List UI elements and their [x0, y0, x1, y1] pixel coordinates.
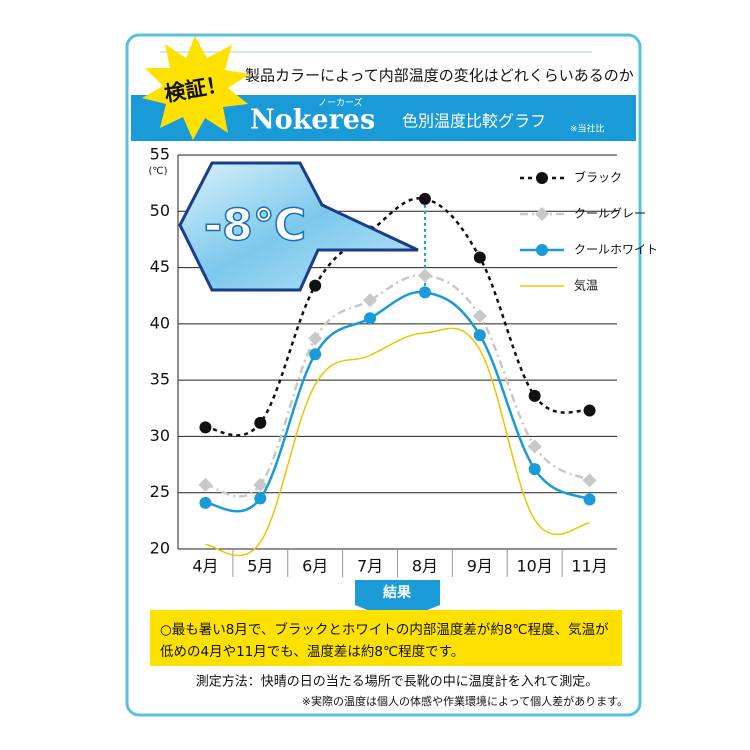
y-axis-label: (℃): [148, 166, 167, 177]
header-title: 製品カラーによって内部温度の変化はどれくらいあるのか: [245, 67, 634, 85]
data-point: [472, 308, 487, 323]
legend-label: クールグレー: [574, 207, 646, 221]
y-tick-label: 35: [150, 370, 170, 389]
x-tick-label: 10月: [517, 557, 553, 576]
data-point: [473, 251, 486, 264]
data-point: [309, 279, 322, 292]
x-tick-label: 6月: [302, 557, 328, 576]
brand: Nokeres: [250, 105, 375, 136]
data-point: [254, 416, 267, 429]
data-point: [417, 268, 432, 283]
data-point: [308, 331, 323, 346]
y-tick-label: 20: [150, 539, 170, 558]
x-tick-label: 5月: [247, 557, 273, 576]
x-tick-label: 9月: [467, 557, 493, 576]
x-tick-label: 8月: [412, 557, 438, 576]
legend-label: クールホワイト: [574, 243, 658, 257]
data-point: [473, 329, 486, 342]
y-tick-label: 50: [150, 201, 170, 220]
footer-method: 測定方法：快晴の日の当たる場所で長靴の中に温度計を入れて測定。: [196, 674, 599, 690]
x-tick-label: 7月: [357, 557, 383, 576]
result-line: 低めの4月や11月でも、温度差は約8℃程度です。: [160, 644, 464, 660]
data-point: [528, 389, 541, 402]
data-point: [582, 473, 597, 488]
legend-marker: [536, 172, 548, 184]
x-tick-label: 4月: [192, 557, 218, 576]
legend-marker: [536, 244, 548, 256]
header-note: ※当社比: [570, 123, 605, 135]
y-tick-label: 40: [150, 313, 170, 332]
data-point: [253, 477, 268, 492]
legend-marker: [535, 207, 549, 221]
x-tick-label: 11月: [571, 557, 607, 576]
data-point: [254, 492, 267, 505]
chart: 20 25 30 35 40 45 50 55 (℃) 4月 5月 6月 7月 8月 9月 10月 11月 ブラッ…: [148, 145, 658, 577]
legend-label: 気温: [574, 278, 598, 293]
data-point: [583, 404, 596, 417]
brand-kana: ノーカーズ: [318, 97, 363, 109]
result-box: [150, 610, 622, 666]
badge-burst: [142, 36, 250, 140]
data-point: [527, 439, 542, 454]
y-tick-label: 45: [150, 257, 170, 276]
data-point: [418, 286, 431, 299]
series-line: [205, 273, 591, 498]
data-point: [199, 496, 212, 509]
data-point: [198, 477, 213, 492]
footer-note: ※実際の温度は個人の体感や作業環境によって個人差があります。: [302, 694, 628, 708]
data-point: [309, 348, 322, 361]
data-point: [528, 463, 541, 476]
subtitle: 色別温度比較グラフ: [402, 112, 546, 131]
result-label: 結果: [383, 584, 412, 601]
data-point: [363, 293, 378, 308]
y-tick-label: 25: [150, 482, 170, 501]
series-line: [205, 197, 590, 437]
callout-hexagon: [178, 161, 419, 292]
y-tick-label: 30: [150, 426, 170, 445]
series-line: [205, 327, 590, 557]
result-line: ○最も暑い8月で、ブラックとホワイトの内部温度差が約8℃程度、気温が: [160, 621, 609, 638]
data-point: [583, 493, 596, 506]
legend-label: ブラック: [574, 170, 622, 185]
data-point: [199, 421, 212, 434]
data-point: [364, 312, 377, 325]
y-tick-label: 55: [150, 145, 170, 164]
series-line: [205, 290, 591, 513]
callout-text: -8℃: [204, 200, 306, 251]
data-point: [418, 192, 431, 205]
